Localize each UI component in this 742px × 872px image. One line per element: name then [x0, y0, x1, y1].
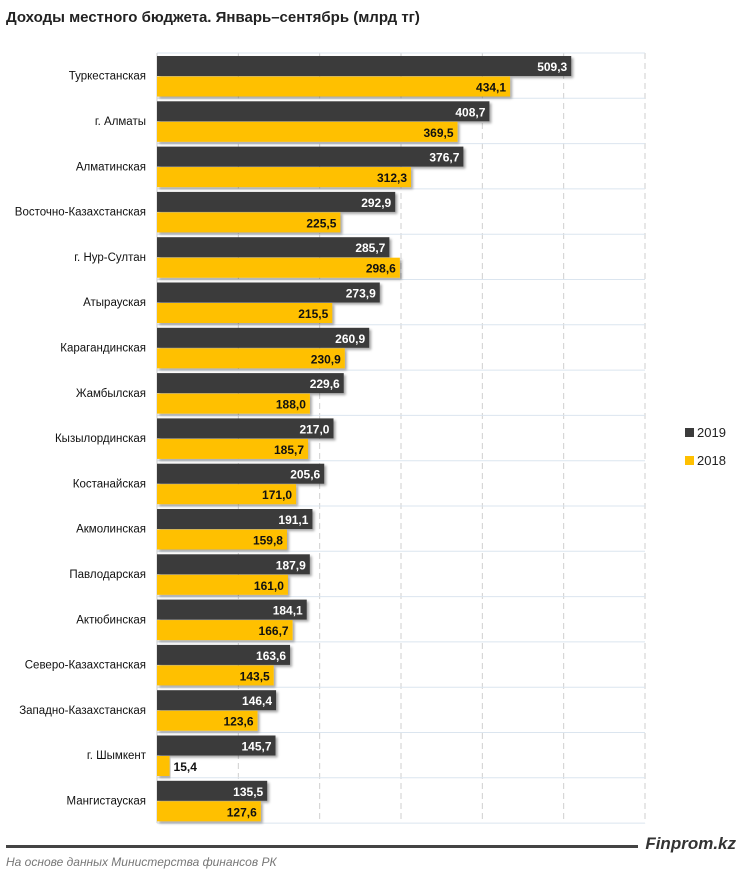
- category-label: Костанайская: [73, 478, 146, 490]
- data-label-2019: 146,4: [242, 694, 272, 708]
- data-label-2018: 215,5: [298, 307, 328, 321]
- data-label-2019: 191,1: [278, 513, 308, 527]
- bar-2018: [157, 76, 511, 97]
- data-label-2019: 273,9: [346, 287, 376, 301]
- data-label-2019: 163,6: [256, 649, 286, 663]
- category-label: Туркестанская: [69, 71, 146, 83]
- bar-2018: [157, 257, 400, 278]
- bar-2019: [157, 146, 464, 167]
- data-label-2018: 434,1: [476, 81, 506, 95]
- bar-2019: [157, 191, 396, 212]
- category-label: Жамбылская: [76, 388, 146, 400]
- data-label-2018: 185,7: [274, 443, 304, 457]
- bar-2019: [157, 282, 380, 303]
- data-label-2018: 312,3: [377, 171, 407, 185]
- data-label-2018: 123,6: [223, 715, 253, 729]
- category-label: Карагандинская: [60, 342, 146, 354]
- data-label-2019: 217,0: [299, 422, 329, 436]
- bar-2019: [157, 780, 268, 801]
- category-label: Атырауская: [83, 297, 146, 309]
- data-label-2019: 509,3: [537, 60, 567, 74]
- category-label: г. Алматы: [95, 116, 146, 128]
- category-label: Мангистауская: [66, 795, 146, 807]
- brand-logo: Finprom.kz: [645, 834, 736, 853]
- legend-label-2018: 2018: [697, 453, 726, 468]
- data-label-2018: 161,0: [254, 579, 284, 593]
- bar-2018: [157, 212, 341, 233]
- data-label-2019: 260,9: [335, 332, 365, 346]
- data-label-2019: 135,5: [233, 785, 263, 799]
- bar-2019: [157, 56, 572, 76]
- bar-2018: [157, 303, 333, 323]
- data-label-2018: 298,6: [366, 262, 396, 276]
- bar-2018: [157, 438, 309, 459]
- bar-2018: [157, 167, 412, 188]
- bar-2019: [157, 644, 291, 665]
- bar-2019: [157, 509, 313, 529]
- legend-label-2019: 2019: [697, 425, 726, 440]
- data-label-2019: 285,7: [355, 241, 385, 255]
- data-label-2018: 15,4: [174, 760, 198, 774]
- bar-2018: [157, 484, 297, 505]
- data-label-2019: 292,9: [361, 196, 391, 210]
- category-label: Западно-Казахстанская: [19, 705, 146, 717]
- bar-2019: [157, 599, 307, 620]
- bar-2018: [157, 574, 288, 595]
- data-label-2018: 230,9: [311, 352, 341, 366]
- legend-swatch-2019: [685, 428, 694, 437]
- data-label-2018: 127,6: [227, 805, 257, 819]
- category-label: Северо-Казахстанская: [25, 660, 146, 672]
- footer-rule: [6, 845, 638, 848]
- data-label-2018: 159,8: [253, 534, 283, 548]
- chart-title: Доходы местного бюджета. Январь–сентябрь…: [6, 9, 420, 26]
- bar-2018: [157, 710, 258, 731]
- bar-2018: [157, 665, 274, 686]
- data-label-2018: 188,0: [276, 398, 306, 412]
- category-label: Актюбинская: [76, 614, 146, 626]
- bar-2018: [157, 529, 287, 550]
- bar-2018: [157, 620, 293, 641]
- data-label-2019: 184,1: [273, 604, 303, 618]
- data-label-2018: 143,5: [240, 669, 270, 683]
- legend-swatch-2018: [685, 456, 694, 465]
- data-label-2019: 408,7: [455, 105, 485, 119]
- category-label: Алматинская: [76, 161, 146, 173]
- bar-2019: [157, 418, 334, 439]
- bar-2018: [157, 801, 261, 822]
- source-note: На основе данных Министерства финансов Р…: [6, 855, 277, 869]
- data-label-2019: 205,6: [290, 468, 320, 482]
- data-label-2018: 225,5: [306, 216, 336, 230]
- bar-2019: [157, 373, 344, 394]
- data-label-2018: 166,7: [259, 624, 289, 638]
- legend: 2019 2018: [685, 425, 726, 468]
- category-label: Акмолинская: [76, 524, 146, 536]
- bar-2019: [157, 554, 310, 575]
- category-label: Кызылординская: [55, 433, 146, 445]
- data-label-2018: 369,5: [423, 126, 453, 140]
- bar-2019: [157, 237, 390, 258]
- bar-2018: [157, 756, 170, 776]
- bar-2019: [157, 327, 370, 348]
- category-label: г. Нур-Султан: [74, 252, 146, 264]
- bar-2018: [157, 348, 345, 369]
- bar-2018: [157, 393, 310, 414]
- data-label-2019: 145,7: [241, 740, 271, 754]
- bar-2019: [157, 690, 277, 711]
- bar-2019: [157, 463, 325, 484]
- data-label-2019: 229,6: [310, 377, 340, 391]
- bar-2018: [157, 121, 458, 142]
- category-label: Павлодарская: [69, 569, 146, 581]
- category-label: Восточно-Казахстанская: [15, 207, 146, 219]
- data-label-2019: 376,7: [429, 151, 459, 165]
- bars: Туркестанская 509,3 434,1 г. Алматы 408,7369…: [15, 56, 572, 822]
- bar-2019: [157, 101, 490, 122]
- bar-2019: [157, 735, 276, 756]
- data-label-2019: 187,9: [276, 558, 306, 572]
- data-label-2018: 171,0: [262, 488, 292, 502]
- category-label: г. Шымкент: [87, 750, 147, 762]
